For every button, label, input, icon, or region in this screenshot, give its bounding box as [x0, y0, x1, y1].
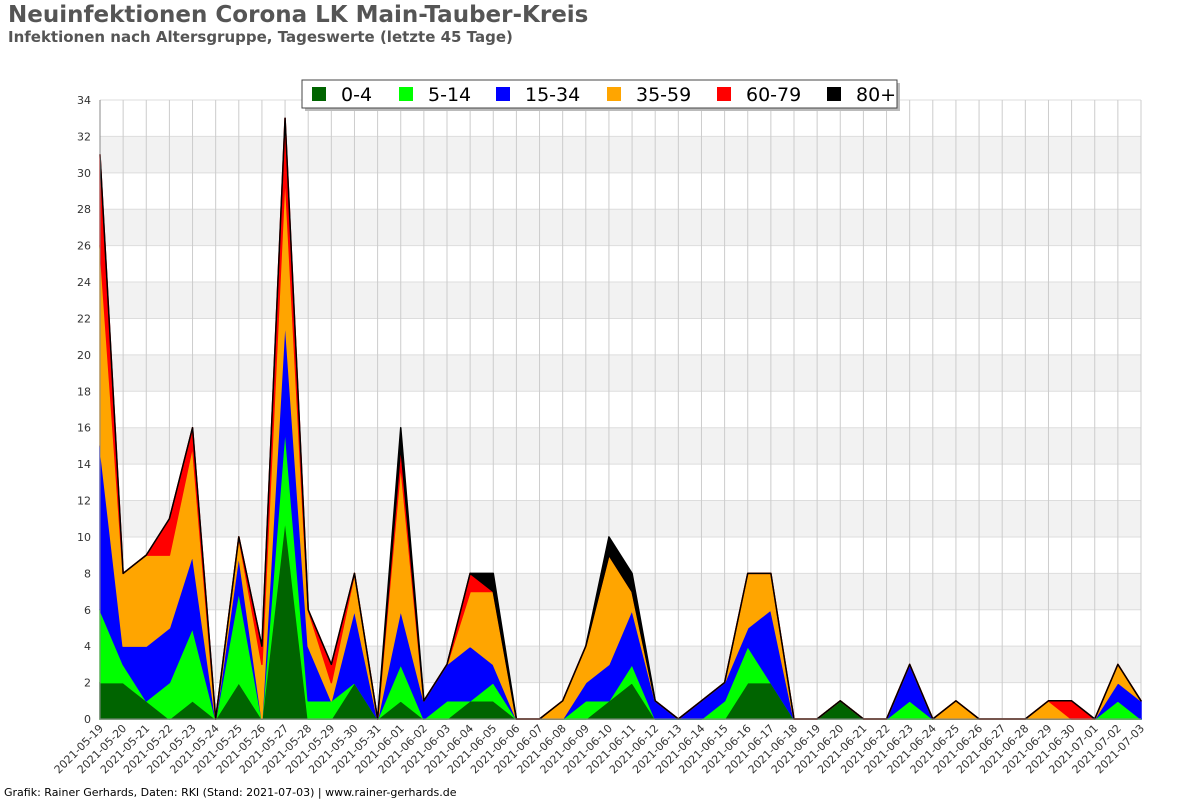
legend-label-80+: 80+	[856, 84, 896, 106]
legend-label-35-59: 35-59	[636, 84, 691, 106]
grid-band	[100, 500, 1141, 537]
y-tick-label: 16	[77, 422, 91, 435]
grid-band	[100, 209, 1141, 246]
chart-title: Neuinfektionen Corona LK Main-Tauber-Kre…	[8, 2, 589, 28]
legend-swatch-0-4	[312, 87, 326, 101]
legend-label-15-34: 15-34	[525, 84, 580, 106]
y-tick-label: 30	[77, 167, 91, 180]
legend-swatch-80+	[827, 87, 841, 101]
axes	[99, 100, 1141, 720]
y-tick-label: 12	[77, 495, 91, 508]
legend: 0-4 5-14 15-34 35-59 60-79 80+	[301, 79, 900, 111]
legend-swatch-60-79	[717, 87, 731, 101]
y-tick-label: 28	[77, 203, 91, 216]
legend-swatch-15-34	[496, 87, 510, 101]
grid-band	[100, 282, 1141, 319]
y-tick-label: 6	[84, 604, 91, 617]
y-tick-label: 20	[77, 349, 91, 362]
legend-label-5-14: 5-14	[428, 84, 471, 106]
area-80+	[99, 117, 1142, 720]
y-tick-label: 34	[77, 94, 91, 107]
y-tick-label: 24	[77, 276, 91, 289]
grid-band	[100, 427, 1141, 465]
legend-swatch-35-59	[607, 87, 621, 101]
y-tick-label: 32	[77, 130, 91, 143]
y-tick-label: 0	[84, 713, 91, 726]
y-tick-label: 8	[84, 567, 91, 580]
chart-subtitle: Infektionen nach Altersgruppe, Tageswert…	[8, 28, 513, 46]
grid-band	[100, 354, 1141, 392]
legend-swatch-5-14	[399, 87, 413, 101]
footer-credit: Grafik: Rainer Gerhards, Daten: RKI (Sta…	[4, 786, 457, 799]
grid-band	[100, 136, 1141, 173]
legend-label-60-79: 60-79	[746, 84, 801, 106]
y-tick-label: 2	[84, 677, 91, 690]
y-tick-label: 10	[77, 531, 91, 544]
area-series	[99, 117, 1142, 720]
y-tick-label: 18	[77, 385, 91, 398]
legend-box	[301, 79, 898, 109]
y-tick-label: 22	[77, 312, 91, 325]
y-tick-label: 26	[77, 240, 91, 253]
y-tick-label: 4	[84, 640, 91, 653]
x-tick-labels: 2021-05-192021-05-202021-05-212021-05-22…	[52, 722, 1147, 776]
legend-label-0-4: 0-4	[341, 84, 372, 106]
y-tick-label: 14	[77, 458, 91, 471]
